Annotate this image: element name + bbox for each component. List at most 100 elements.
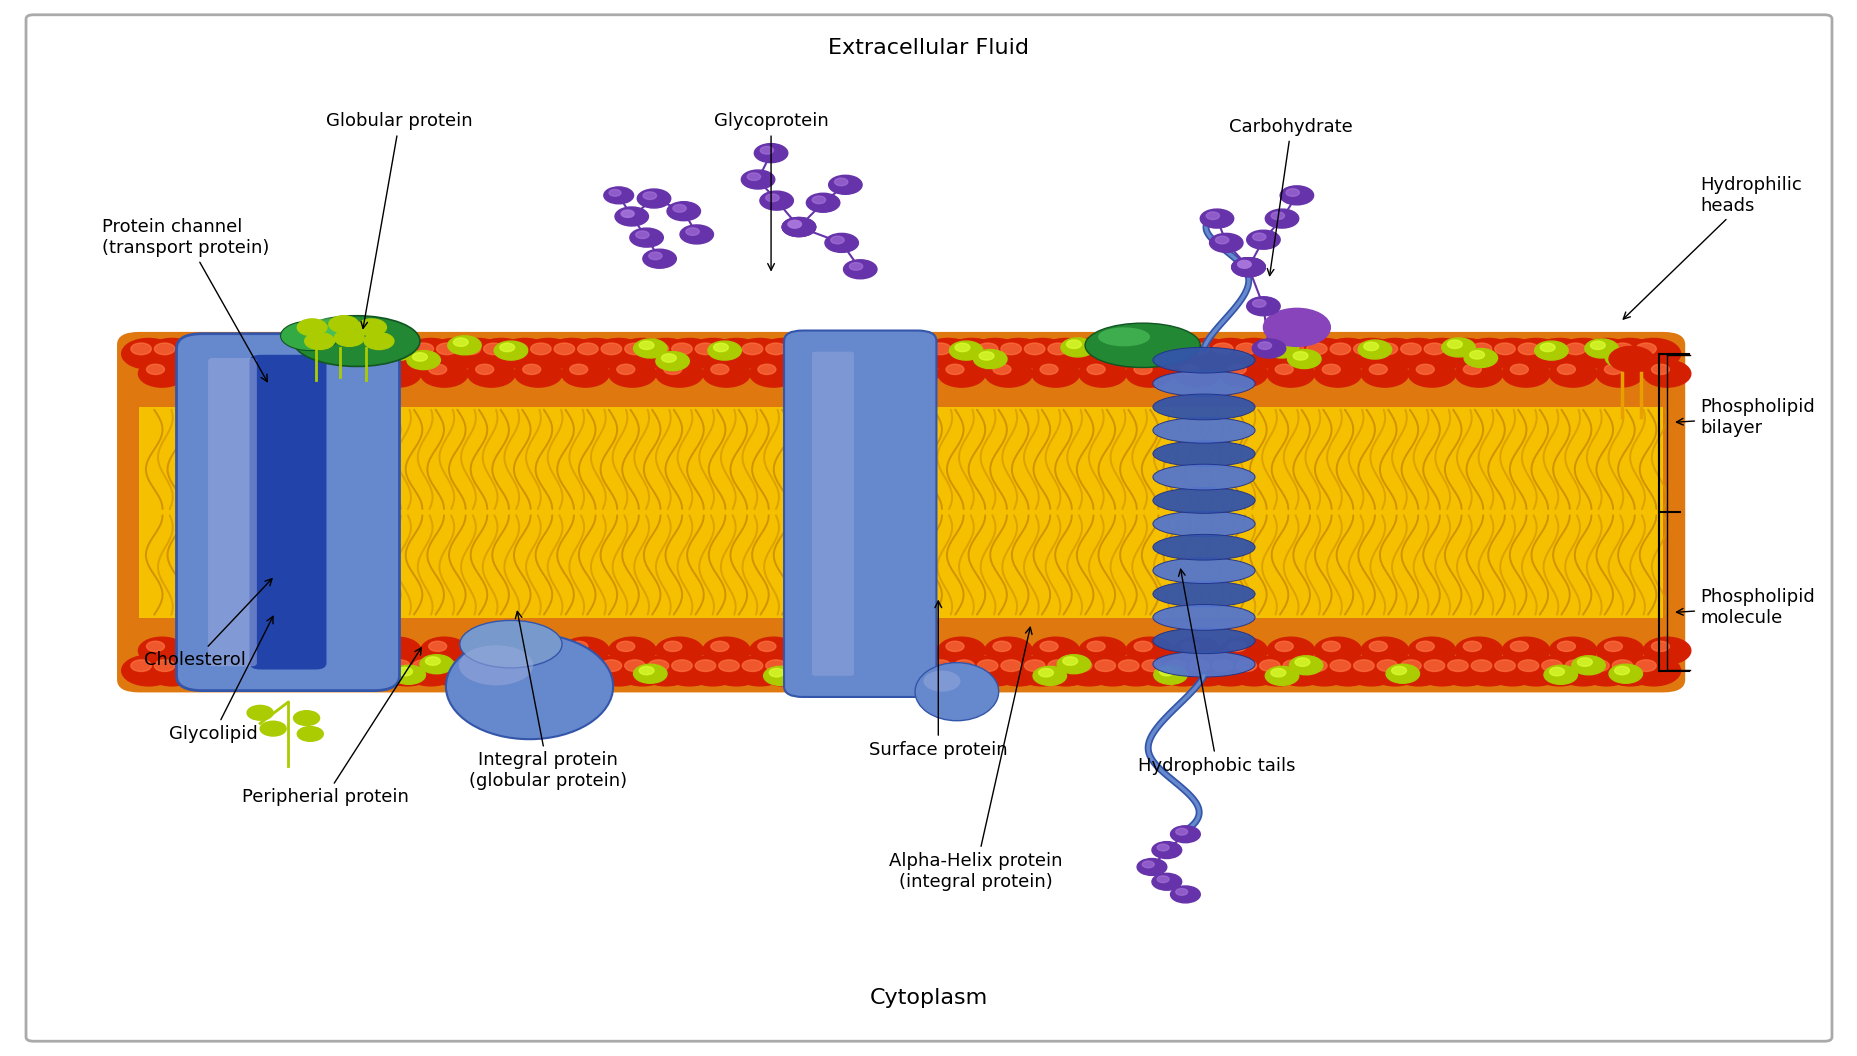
Circle shape <box>897 338 951 370</box>
Circle shape <box>1231 258 1265 277</box>
Circle shape <box>643 249 676 268</box>
Circle shape <box>912 665 945 684</box>
FancyBboxPatch shape <box>812 352 854 676</box>
Circle shape <box>1454 637 1502 664</box>
Ellipse shape <box>293 316 420 366</box>
Circle shape <box>741 660 763 672</box>
Circle shape <box>1079 637 1125 664</box>
Circle shape <box>1079 360 1125 388</box>
Circle shape <box>1391 338 1445 370</box>
Circle shape <box>1642 360 1690 388</box>
Circle shape <box>836 660 856 672</box>
Circle shape <box>709 655 763 686</box>
Circle shape <box>561 360 609 388</box>
Circle shape <box>568 338 622 370</box>
Circle shape <box>685 655 739 686</box>
Circle shape <box>271 660 292 672</box>
Circle shape <box>1571 656 1604 675</box>
Circle shape <box>1109 655 1162 686</box>
Circle shape <box>293 711 319 725</box>
Circle shape <box>1400 660 1421 672</box>
Circle shape <box>812 660 832 672</box>
Circle shape <box>977 343 997 355</box>
Circle shape <box>1367 338 1421 370</box>
Circle shape <box>1172 360 1220 388</box>
Circle shape <box>758 641 776 652</box>
Circle shape <box>381 641 399 652</box>
Circle shape <box>1235 343 1255 355</box>
Circle shape <box>1461 655 1515 686</box>
Circle shape <box>967 338 1021 370</box>
Circle shape <box>1502 360 1549 388</box>
Circle shape <box>1175 888 1187 895</box>
Ellipse shape <box>916 663 999 720</box>
Circle shape <box>1140 343 1155 352</box>
Circle shape <box>843 360 891 388</box>
Circle shape <box>1066 340 1081 348</box>
Circle shape <box>1226 338 1279 370</box>
Circle shape <box>130 343 150 355</box>
Circle shape <box>154 343 175 355</box>
Circle shape <box>1508 338 1562 370</box>
Circle shape <box>215 655 269 686</box>
Circle shape <box>663 641 682 652</box>
Circle shape <box>191 338 245 370</box>
Circle shape <box>1274 338 1328 370</box>
Circle shape <box>1246 230 1279 249</box>
Circle shape <box>334 329 364 346</box>
Circle shape <box>602 660 622 672</box>
Circle shape <box>1270 668 1285 677</box>
Circle shape <box>561 637 609 664</box>
Circle shape <box>1155 655 1209 686</box>
Circle shape <box>656 637 702 664</box>
Circle shape <box>1588 343 1608 355</box>
Circle shape <box>522 655 576 686</box>
Circle shape <box>787 221 800 228</box>
Circle shape <box>622 210 633 218</box>
Circle shape <box>215 338 269 370</box>
Circle shape <box>1220 360 1266 388</box>
Circle shape <box>797 360 843 388</box>
Circle shape <box>169 655 223 686</box>
Circle shape <box>804 338 858 370</box>
Circle shape <box>1257 342 1270 350</box>
Circle shape <box>249 660 269 672</box>
Ellipse shape <box>446 634 613 739</box>
Circle shape <box>1608 664 1642 683</box>
Circle shape <box>1023 343 1044 355</box>
Circle shape <box>1057 655 1090 674</box>
Circle shape <box>758 364 776 375</box>
Text: Cytoplasm: Cytoplasm <box>869 988 988 1007</box>
Text: Hydrophilic
heads: Hydrophilic heads <box>1623 176 1801 319</box>
Circle shape <box>1322 641 1339 652</box>
Circle shape <box>1203 338 1257 370</box>
Circle shape <box>741 170 774 189</box>
Circle shape <box>483 343 503 355</box>
Circle shape <box>953 660 973 672</box>
Circle shape <box>617 208 646 225</box>
Circle shape <box>1220 637 1266 664</box>
Circle shape <box>943 338 997 370</box>
Circle shape <box>1188 343 1209 355</box>
Circle shape <box>1604 348 1638 367</box>
Circle shape <box>1517 343 1538 355</box>
Circle shape <box>225 343 245 355</box>
Circle shape <box>617 364 635 375</box>
Text: Globular protein: Globular protein <box>327 112 472 328</box>
Circle shape <box>1213 660 1233 672</box>
Circle shape <box>1578 655 1632 686</box>
FancyBboxPatch shape <box>139 407 1662 618</box>
Circle shape <box>1588 660 1608 672</box>
Circle shape <box>145 655 199 686</box>
Circle shape <box>750 360 797 388</box>
Circle shape <box>1313 360 1361 388</box>
Circle shape <box>474 338 527 370</box>
Circle shape <box>474 655 527 686</box>
Circle shape <box>930 660 951 672</box>
Circle shape <box>1539 343 1554 352</box>
Circle shape <box>232 637 280 664</box>
Circle shape <box>1135 341 1168 360</box>
Circle shape <box>992 364 1010 375</box>
Circle shape <box>782 218 815 237</box>
Circle shape <box>825 341 839 350</box>
